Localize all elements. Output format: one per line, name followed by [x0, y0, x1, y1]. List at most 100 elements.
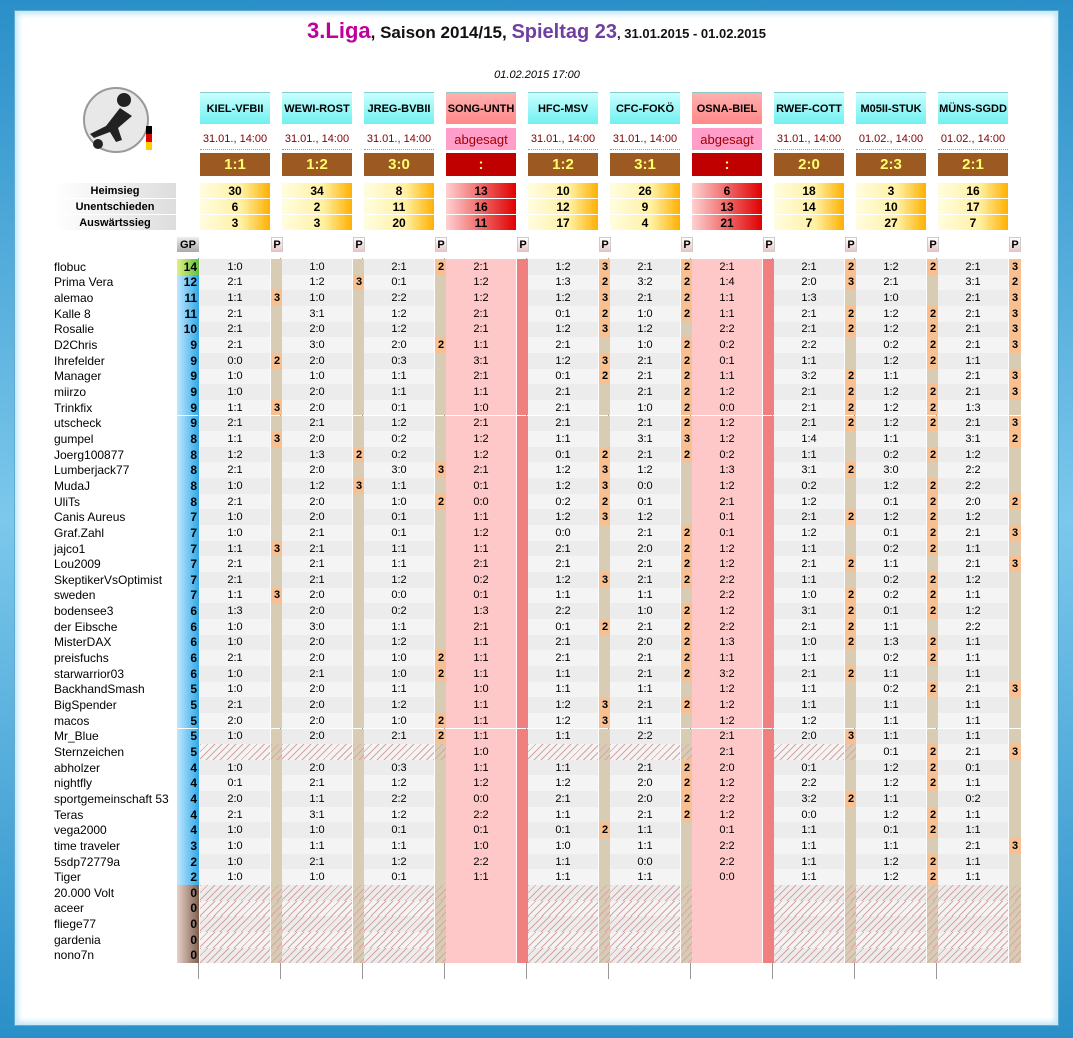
player-gp: 5	[177, 744, 199, 760]
player-points	[353, 806, 365, 823]
player-points	[517, 712, 529, 729]
player-tip	[528, 885, 598, 901]
player-tip: 1:2	[528, 478, 598, 494]
player-tip	[692, 900, 762, 917]
player-name: Mr_Blue	[54, 729, 99, 744]
player-points: 3	[845, 728, 857, 745]
player-tip: 2:0	[282, 681, 352, 698]
player-name: sportgemeinschaft 53	[54, 791, 169, 806]
player-points	[681, 900, 693, 917]
player-points: 2	[927, 305, 939, 322]
player-tip: 2:1	[938, 337, 1008, 353]
timestamp: 01.02.2015 17:00	[494, 69, 580, 81]
player-tip: 0:1	[528, 305, 598, 322]
player-points	[1009, 712, 1021, 729]
player-tip: 2:1	[446, 415, 516, 432]
player-points: 2	[927, 744, 939, 760]
player-points: 2	[927, 478, 939, 494]
match-stat: 18	[774, 183, 844, 198]
player-points: 2	[1009, 493, 1021, 510]
player-points	[599, 869, 611, 885]
player-points: 2	[599, 446, 611, 463]
match-result: 1:2	[528, 153, 598, 176]
player-points	[763, 916, 775, 932]
player-tip: 1:1	[856, 838, 926, 854]
player-tip: 0:2	[856, 337, 926, 353]
player-tip: 1:1	[774, 446, 844, 463]
player-tip: 0:2	[364, 431, 434, 447]
player-tip: 2:1	[610, 650, 680, 666]
player-tip: 2:1	[200, 274, 270, 291]
player-tip: 1:0	[610, 399, 680, 416]
player-points	[599, 525, 611, 541]
player-points	[763, 415, 775, 432]
player-tip: 2:1	[282, 540, 352, 557]
player-gp: 9	[177, 415, 199, 432]
player-points	[599, 744, 611, 760]
player-tip: 0:0	[200, 352, 270, 369]
player-points	[353, 947, 365, 964]
player-tip: 1:0	[282, 368, 352, 385]
player-points: 2	[927, 384, 939, 400]
player-points	[927, 728, 939, 745]
player-tip: 1:1	[938, 587, 1008, 604]
player-tip: 1:2	[364, 853, 434, 870]
player-tip: 2:1	[938, 305, 1008, 322]
player-tip: 1:3	[938, 399, 1008, 416]
player-points	[599, 885, 611, 901]
player-points	[517, 885, 529, 901]
player-tip	[364, 900, 434, 917]
player-tip: 1:1	[528, 665, 598, 682]
player-points	[763, 947, 775, 964]
player-points: 2	[599, 822, 611, 839]
player-points	[1009, 446, 1021, 463]
player-tip: 1:3	[282, 446, 352, 463]
match-stat: 7	[774, 215, 844, 230]
p-header: P	[845, 237, 857, 252]
player-tip: 1:1	[446, 728, 516, 745]
player-points	[1009, 728, 1021, 745]
player-tip	[856, 900, 926, 917]
player-gp: 7	[177, 572, 199, 588]
player-tip: 1:1	[692, 368, 762, 385]
player-gp: 5	[177, 728, 199, 745]
player-points	[763, 290, 775, 306]
player-points: 2	[681, 337, 693, 353]
player-points: 2	[435, 493, 447, 510]
player-tip: 2:1	[446, 259, 516, 275]
player-points	[599, 399, 611, 416]
player-points	[845, 885, 857, 901]
player-tip: 1:0	[856, 290, 926, 306]
player-points	[1009, 885, 1021, 901]
player-points: 2	[845, 603, 857, 619]
player-points	[435, 368, 447, 385]
player-tip: 1:1	[528, 587, 598, 604]
player-points	[1009, 540, 1021, 557]
match-stat: 3	[856, 183, 926, 198]
player-tip	[528, 931, 598, 948]
player-tip: 2:1	[446, 618, 516, 635]
player-points	[271, 916, 283, 932]
player-gp: 10	[177, 321, 199, 338]
player-points: 2	[681, 259, 693, 275]
player-gp: 7	[177, 509, 199, 526]
player-tip: 0:2	[364, 603, 434, 619]
player-tip: 0:1	[446, 478, 516, 494]
player-points	[845, 525, 857, 541]
player-tip: 0:1	[692, 822, 762, 839]
player-tip: 1:1	[692, 650, 762, 666]
player-tip: 1:2	[364, 775, 434, 792]
match-name: CFC-FOKÖ	[610, 92, 680, 124]
player-points	[1009, 853, 1021, 870]
player-points	[435, 274, 447, 291]
player-tip: 1:0	[200, 869, 270, 885]
player-name: 20.000 Volt	[54, 885, 115, 900]
player-tip: 2:1	[774, 305, 844, 322]
player-points	[517, 415, 529, 432]
player-tip: 0:1	[692, 525, 762, 541]
player-points	[1009, 806, 1021, 823]
player-tip	[282, 885, 352, 901]
player-tip: 2:2	[610, 728, 680, 745]
player-points: 3	[599, 572, 611, 588]
player-gp: 14	[177, 259, 199, 275]
